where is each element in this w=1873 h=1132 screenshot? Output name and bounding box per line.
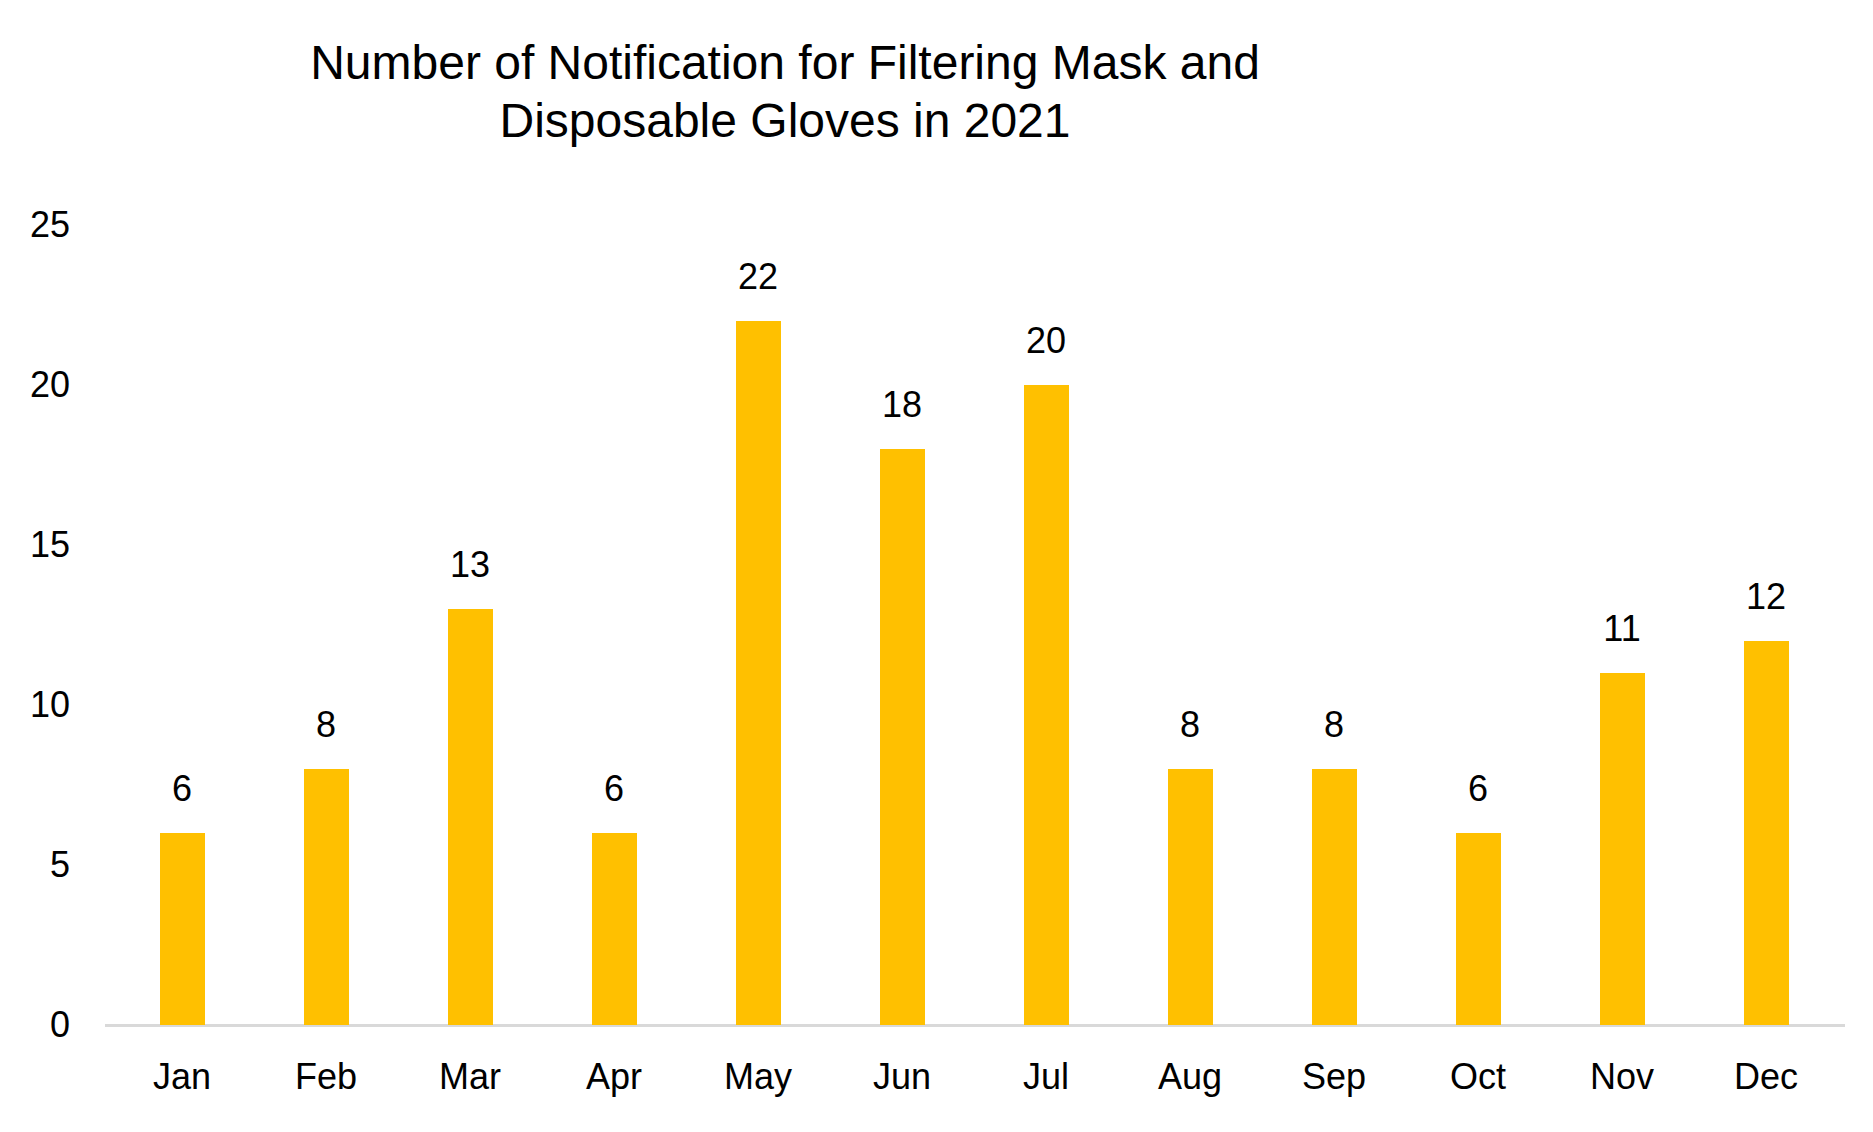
- x-tick-label-mar: Mar: [439, 1059, 501, 1095]
- x-tick-label-may: May: [724, 1059, 792, 1095]
- x-tick-label-sep: Sep: [1302, 1059, 1366, 1095]
- x-tick-label-nov: Nov: [1590, 1059, 1654, 1095]
- x-axis-line: [105, 1024, 1845, 1027]
- y-tick-label-0: 0: [0, 1007, 70, 1043]
- y-tick-label-10: 10: [0, 687, 70, 723]
- bar-dec: [1744, 641, 1789, 1025]
- y-tick-label-25: 25: [0, 207, 70, 243]
- bar-jul: [1024, 385, 1069, 1025]
- x-tick-label-feb: Feb: [295, 1059, 357, 1095]
- x-tick-label-aug: Aug: [1158, 1059, 1222, 1095]
- plot-area: 0 5 10 15 20 25 6 Jan 8 Feb 13 Mar 6 Apr 22 May 18 Jun 20 J…: [0, 0, 1873, 1132]
- data-label-may: 22: [738, 259, 778, 295]
- data-label-nov: 11: [1603, 611, 1640, 647]
- bar-nov: [1600, 673, 1645, 1025]
- data-label-jul: 20: [1026, 323, 1066, 359]
- data-label-aug: 8: [1180, 707, 1200, 743]
- data-label-sep: 8: [1324, 707, 1344, 743]
- x-tick-label-apr: Apr: [586, 1059, 642, 1095]
- x-tick-label-jul: Jul: [1023, 1059, 1069, 1095]
- data-label-apr: 6: [604, 771, 624, 807]
- x-tick-label-jan: Jan: [153, 1059, 211, 1095]
- data-label-feb: 8: [316, 707, 336, 743]
- data-label-jun: 18: [882, 387, 922, 423]
- bar-feb: [304, 769, 349, 1025]
- bar-apr: [592, 833, 637, 1025]
- bar-sep: [1312, 769, 1357, 1025]
- bar-chart: Number of Notification for Filtering Mas…: [0, 0, 1873, 1132]
- y-tick-label-5: 5: [0, 847, 70, 883]
- data-label-oct: 6: [1468, 771, 1488, 807]
- bar-may: [736, 321, 781, 1025]
- bar-oct: [1456, 833, 1501, 1025]
- bar-jan: [160, 833, 205, 1025]
- y-tick-label-20: 20: [0, 367, 70, 403]
- bar-mar: [448, 609, 493, 1025]
- data-label-dec: 12: [1746, 579, 1786, 615]
- data-label-mar: 13: [450, 547, 490, 583]
- x-tick-label-dec: Dec: [1734, 1059, 1798, 1095]
- bar-aug: [1168, 769, 1213, 1025]
- bar-jun: [880, 449, 925, 1025]
- y-tick-label-15: 15: [0, 527, 70, 563]
- x-tick-label-oct: Oct: [1450, 1059, 1506, 1095]
- x-tick-label-jun: Jun: [873, 1059, 931, 1095]
- data-label-jan: 6: [172, 771, 192, 807]
